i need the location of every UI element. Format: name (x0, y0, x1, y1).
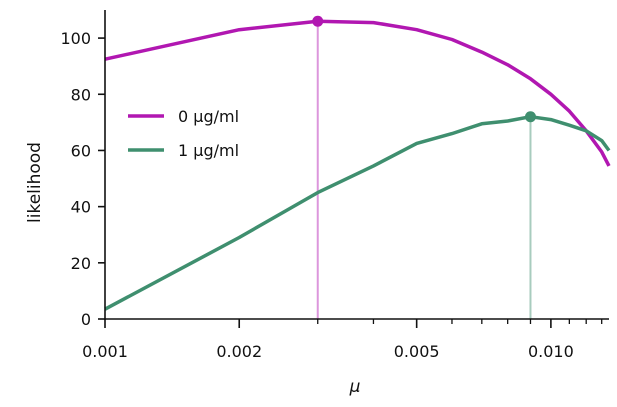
max-points (312, 15, 536, 123)
axes: 0 20 40 60 80 100 0.001 0.002 0.005 0.010 (60, 10, 609, 361)
y-tick-label-5: 100 (60, 29, 91, 48)
legend-label-0: 0 μg/ml (178, 107, 239, 126)
y-tick-label-4: 80 (71, 85, 91, 104)
series-lines (104, 19, 611, 311)
legend-label-1: 1 μg/ml (178, 141, 239, 160)
y-axis-title: likelihood (25, 142, 45, 223)
y-tick-label-0: 0 (81, 310, 91, 329)
y-tick-label-2: 40 (71, 198, 91, 217)
y-tick-label-1: 20 (71, 254, 91, 273)
legend: 0 μg/ml 1 μg/ml (128, 107, 239, 160)
x-tick-label-1: 0.002 (216, 342, 262, 361)
x-tick-label-3: 0.010 (528, 342, 574, 361)
max-point-0 (312, 15, 324, 27)
series-line-0 (104, 19, 611, 167)
x-tick-label-2: 0.005 (394, 342, 440, 361)
y-tick-label-3: 60 (71, 141, 91, 160)
x-axis-title: μ (349, 377, 361, 397)
x-tick-label-0: 0.001 (82, 342, 128, 361)
max-droplines (316, 21, 532, 319)
series-line-1 (104, 114, 611, 311)
max-point-1 (524, 111, 536, 123)
